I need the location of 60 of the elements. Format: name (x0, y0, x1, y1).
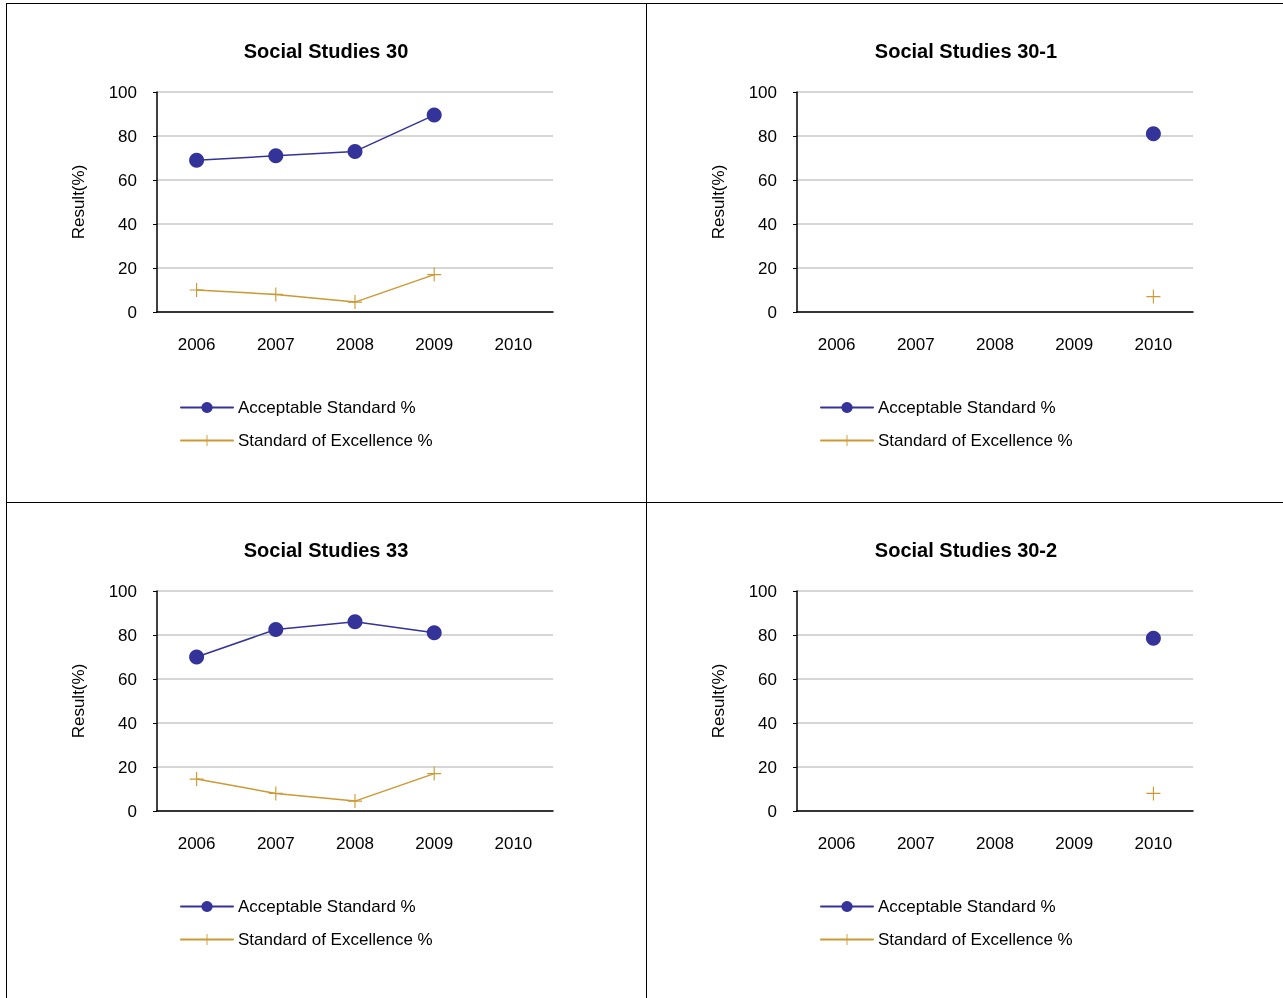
x-tick-label: 2007 (896, 834, 935, 853)
x-tick-label: 2008 (336, 834, 374, 853)
y-tick-label: 100 (108, 581, 137, 601)
y-tick-label: 60 (758, 669, 777, 689)
y-tick-label: 40 (758, 713, 777, 733)
chart-title: Social Studies 30 (243, 40, 409, 62)
x-tick-label: 2006 (817, 335, 856, 354)
legend-label: Acceptable Standard % (878, 897, 1056, 916)
chart-title: Social Studies 33 (243, 539, 409, 561)
y-axis-title: Result(%) (69, 663, 88, 739)
x-tick-label: 2008 (336, 335, 374, 354)
y-tick-label: 80 (758, 126, 777, 146)
y-tick-label: 80 (118, 625, 137, 645)
x-tick-label: 2007 (896, 335, 935, 354)
y-tick-label: 60 (118, 170, 137, 190)
y-tick-label: 20 (118, 757, 137, 777)
y-tick-label: 60 (758, 170, 777, 190)
y-tick-label: 80 (758, 625, 777, 645)
x-tick-label: 2006 (177, 335, 216, 354)
x-tick-label: 2010 (1134, 335, 1173, 354)
legend-label: Acceptable Standard % (238, 398, 416, 417)
y-axis-title: Result(%) (709, 164, 728, 240)
x-tick-label: 2006 (177, 834, 216, 853)
legend-label: Acceptable Standard % (878, 398, 1056, 417)
y-tick-label: 40 (118, 214, 137, 234)
y-tick-label: 40 (118, 713, 137, 733)
x-tick-label: 2009 (1055, 834, 1094, 853)
x-tick-label: 2007 (256, 834, 295, 853)
y-tick-label: 0 (127, 302, 137, 322)
y-axis-title: Result(%) (69, 164, 88, 240)
chart-title: Social Studies 30-1 (874, 40, 1058, 62)
x-tick-label: 2008 (976, 834, 1014, 853)
y-tick-label: 0 (767, 302, 777, 322)
x-tick-label: 2010 (494, 834, 533, 853)
y-tick-label: 20 (758, 757, 777, 777)
legend-label: Acceptable Standard % (238, 897, 416, 916)
y-tick-label: 100 (748, 82, 777, 102)
y-axis-title: Result(%) (709, 663, 728, 739)
x-tick-label: 2009 (415, 834, 454, 853)
y-tick-label: 60 (118, 669, 137, 689)
x-tick-label: 2006 (817, 834, 856, 853)
y-tick-label: 20 (118, 258, 137, 278)
y-tick-label: 0 (127, 801, 137, 821)
legend-label: Standard of Excellence % (238, 930, 433, 949)
legend-label: Standard of Excellence % (878, 431, 1073, 450)
y-tick-label: 20 (758, 258, 777, 278)
y-tick-label: 80 (118, 126, 137, 146)
y-tick-label: 40 (758, 214, 777, 234)
x-tick-label: 2010 (1134, 834, 1173, 853)
legend-label: Standard of Excellence % (878, 930, 1073, 949)
y-tick-label: 100 (748, 581, 777, 601)
x-tick-label: 2009 (1055, 335, 1094, 354)
legend-label: Standard of Excellence % (238, 431, 433, 450)
x-tick-label: 2010 (494, 335, 533, 354)
x-tick-label: 2009 (415, 335, 454, 354)
x-tick-label: 2008 (976, 335, 1014, 354)
chart-title: Social Studies 30-2 (874, 539, 1058, 561)
y-tick-label: 100 (108, 82, 137, 102)
x-tick-label: 2007 (256, 335, 295, 354)
y-tick-label: 0 (767, 801, 777, 821)
